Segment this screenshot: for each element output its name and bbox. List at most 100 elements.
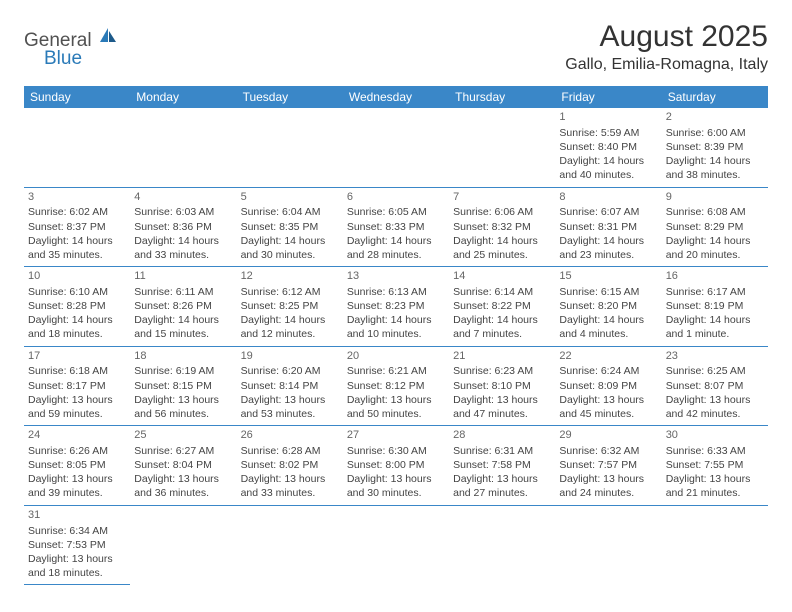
sunset-line: Sunset: 8:20 PM [559, 299, 657, 313]
daylight-line: Daylight: 13 hours and 59 minutes. [28, 393, 126, 421]
sunset-line: Sunset: 8:05 PM [28, 458, 126, 472]
daylight-line: Daylight: 14 hours and 30 minutes. [241, 234, 339, 262]
empty-cell [130, 108, 236, 187]
sunrise-line: Sunrise: 5:59 AM [559, 126, 657, 140]
sunrise-line: Sunrise: 6:11 AM [134, 285, 232, 299]
day-cell: 5Sunrise: 6:04 AMSunset: 8:35 PMDaylight… [237, 187, 343, 267]
day-number: 11 [134, 269, 232, 284]
daylight-line: Daylight: 14 hours and 1 minute. [666, 313, 764, 341]
calendar-row: 3Sunrise: 6:02 AMSunset: 8:37 PMDaylight… [24, 187, 768, 267]
sunrise-line: Sunrise: 6:10 AM [28, 285, 126, 299]
daylight-line: Daylight: 13 hours and 53 minutes. [241, 393, 339, 421]
sunset-line: Sunset: 8:28 PM [28, 299, 126, 313]
day-cell: 23Sunrise: 6:25 AMSunset: 8:07 PMDayligh… [662, 346, 768, 426]
daylight-line: Daylight: 14 hours and 4 minutes. [559, 313, 657, 341]
sunset-line: Sunset: 8:02 PM [241, 458, 339, 472]
sunrise-line: Sunrise: 6:26 AM [28, 444, 126, 458]
header: General Blue August 2025 Gallo, Emilia-R… [24, 20, 768, 74]
location: Gallo, Emilia-Romagna, Italy [565, 56, 768, 74]
sunrise-line: Sunrise: 6:04 AM [241, 205, 339, 219]
sail-icon [96, 26, 118, 51]
title-block: August 2025 Gallo, Emilia-Romagna, Italy [565, 20, 768, 74]
sunset-line: Sunset: 8:14 PM [241, 379, 339, 393]
daylight-line: Daylight: 14 hours and 35 minutes. [28, 234, 126, 262]
day-cell: 18Sunrise: 6:19 AMSunset: 8:15 PMDayligh… [130, 346, 236, 426]
sunset-line: Sunset: 8:19 PM [666, 299, 764, 313]
sunset-line: Sunset: 8:09 PM [559, 379, 657, 393]
day-cell: 13Sunrise: 6:13 AMSunset: 8:23 PMDayligh… [343, 267, 449, 347]
day-cell: 4Sunrise: 6:03 AMSunset: 8:36 PMDaylight… [130, 187, 236, 267]
sunset-line: Sunset: 8:39 PM [666, 140, 764, 154]
daylight-line: Daylight: 14 hours and 7 minutes. [453, 313, 551, 341]
day-cell: 2Sunrise: 6:00 AMSunset: 8:39 PMDaylight… [662, 108, 768, 187]
calendar-row: 17Sunrise: 6:18 AMSunset: 8:17 PMDayligh… [24, 346, 768, 426]
sunrise-line: Sunrise: 6:27 AM [134, 444, 232, 458]
logo: General Blue [24, 26, 118, 70]
daylight-line: Daylight: 13 hours and 33 minutes. [241, 472, 339, 500]
sunrise-line: Sunrise: 6:17 AM [666, 285, 764, 299]
month-title: August 2025 [565, 20, 768, 54]
day-number: 8 [559, 190, 657, 205]
day-number: 9 [666, 190, 764, 205]
sunset-line: Sunset: 7:55 PM [666, 458, 764, 472]
empty-cell [449, 108, 555, 187]
daylight-line: Daylight: 14 hours and 12 minutes. [241, 313, 339, 341]
sunrise-line: Sunrise: 6:23 AM [453, 364, 551, 378]
sunrise-line: Sunrise: 6:20 AM [241, 364, 339, 378]
sunset-line: Sunset: 8:25 PM [241, 299, 339, 313]
day-cell: 9Sunrise: 6:08 AMSunset: 8:29 PMDaylight… [662, 187, 768, 267]
sunset-line: Sunset: 8:40 PM [559, 140, 657, 154]
sunrise-line: Sunrise: 6:06 AM [453, 205, 551, 219]
logo-text-blue: Blue [44, 48, 118, 70]
day-cell: 6Sunrise: 6:05 AMSunset: 8:33 PMDaylight… [343, 187, 449, 267]
sunset-line: Sunset: 8:29 PM [666, 220, 764, 234]
weekday-header: Friday [555, 86, 661, 108]
daylight-line: Daylight: 13 hours and 50 minutes. [347, 393, 445, 421]
day-cell: 7Sunrise: 6:06 AMSunset: 8:32 PMDaylight… [449, 187, 555, 267]
day-number: 15 [559, 269, 657, 284]
daylight-line: Daylight: 13 hours and 30 minutes. [347, 472, 445, 500]
weekday-header: Monday [130, 86, 236, 108]
day-number: 19 [241, 349, 339, 364]
day-number: 24 [28, 428, 126, 443]
daylight-line: Daylight: 13 hours and 24 minutes. [559, 472, 657, 500]
day-cell: 3Sunrise: 6:02 AMSunset: 8:37 PMDaylight… [24, 187, 130, 267]
daylight-line: Daylight: 13 hours and 39 minutes. [28, 472, 126, 500]
weekday-header: Wednesday [343, 86, 449, 108]
daylight-line: Daylight: 14 hours and 15 minutes. [134, 313, 232, 341]
daylight-line: Daylight: 13 hours and 18 minutes. [28, 552, 126, 580]
day-number: 30 [666, 428, 764, 443]
daylight-line: Daylight: 14 hours and 18 minutes. [28, 313, 126, 341]
sunset-line: Sunset: 8:22 PM [453, 299, 551, 313]
day-number: 4 [134, 190, 232, 205]
sunrise-line: Sunrise: 6:13 AM [347, 285, 445, 299]
sunrise-line: Sunrise: 6:25 AM [666, 364, 764, 378]
day-number: 25 [134, 428, 232, 443]
sunset-line: Sunset: 8:15 PM [134, 379, 232, 393]
weekday-header: Sunday [24, 86, 130, 108]
sunset-line: Sunset: 8:23 PM [347, 299, 445, 313]
daylight-line: Daylight: 14 hours and 40 minutes. [559, 154, 657, 182]
empty-cell [343, 108, 449, 187]
sunrise-line: Sunrise: 6:15 AM [559, 285, 657, 299]
sunset-line: Sunset: 8:07 PM [666, 379, 764, 393]
day-cell: 24Sunrise: 6:26 AMSunset: 8:05 PMDayligh… [24, 426, 130, 506]
day-cell: 30Sunrise: 6:33 AMSunset: 7:55 PMDayligh… [662, 426, 768, 506]
sunset-line: Sunset: 7:58 PM [453, 458, 551, 472]
sunrise-line: Sunrise: 6:31 AM [453, 444, 551, 458]
sunrise-line: Sunrise: 6:32 AM [559, 444, 657, 458]
sunset-line: Sunset: 8:04 PM [134, 458, 232, 472]
day-cell: 29Sunrise: 6:32 AMSunset: 7:57 PMDayligh… [555, 426, 661, 506]
sunrise-line: Sunrise: 6:07 AM [559, 205, 657, 219]
sunrise-line: Sunrise: 6:00 AM [666, 126, 764, 140]
daylight-line: Daylight: 13 hours and 47 minutes. [453, 393, 551, 421]
day-cell: 21Sunrise: 6:23 AMSunset: 8:10 PMDayligh… [449, 346, 555, 426]
daylight-line: Daylight: 13 hours and 21 minutes. [666, 472, 764, 500]
weekday-header-row: SundayMondayTuesdayWednesdayThursdayFrid… [24, 86, 768, 108]
calendar-row: 31Sunrise: 6:34 AMSunset: 7:53 PMDayligh… [24, 505, 768, 585]
day-cell: 22Sunrise: 6:24 AMSunset: 8:09 PMDayligh… [555, 346, 661, 426]
day-cell: 25Sunrise: 6:27 AMSunset: 8:04 PMDayligh… [130, 426, 236, 506]
empty-cell [662, 505, 768, 585]
day-number: 17 [28, 349, 126, 364]
calendar-table: SundayMondayTuesdayWednesdayThursdayFrid… [24, 86, 768, 585]
